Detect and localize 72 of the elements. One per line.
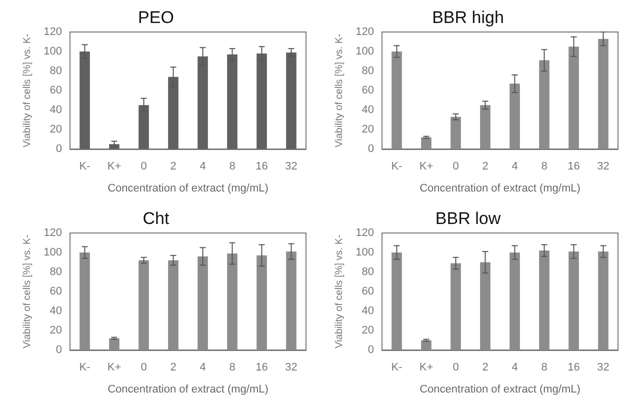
y-axis-title: Viability of cells [%] vs. K-: [22, 34, 34, 148]
x-tick-label: 32: [285, 160, 298, 172]
x-tick-label: 0: [452, 160, 459, 172]
x-tick-label: 32: [285, 362, 298, 374]
x-tick-label: 8: [541, 160, 548, 172]
x-tick-label: K-: [79, 160, 91, 172]
x-tick-label: 2: [170, 362, 176, 374]
x-tick-label: K+: [107, 160, 122, 172]
y-tick-label: 20: [50, 324, 62, 336]
x-tick-label: 0: [452, 362, 459, 374]
y-tick-label: 0: [368, 143, 374, 155]
x-tick-label: 16: [568, 362, 580, 374]
x-axis-title: Concentration of extract (mg/mL): [420, 384, 580, 396]
y-tick-label: 120: [356, 227, 374, 239]
y-axis-title: Viability of cells [%] vs. K-: [22, 234, 34, 348]
y-tick-label: 60: [362, 286, 374, 298]
x-tick-label: 4: [200, 362, 206, 374]
x-tick-label: 8: [229, 362, 236, 374]
x-tick-label: K-: [79, 362, 91, 374]
y-axis-title: Viability of cells [%] vs. K-: [334, 34, 346, 148]
chart-title: PEO: [138, 8, 174, 27]
x-tick-label: K-: [391, 362, 403, 374]
x-tick-label: 8: [541, 362, 548, 374]
y-tick-label: 100: [356, 46, 374, 58]
x-axis-title: Concentration of extract (mg/mL): [108, 182, 268, 194]
x-tick-label: 4: [512, 362, 518, 374]
y-tick-label: 20: [50, 124, 62, 136]
y-tick-label: 0: [56, 143, 62, 155]
chart-title: Cht: [142, 209, 170, 228]
x-tick-label: 16: [256, 362, 268, 374]
y-tick-label: 80: [362, 65, 374, 77]
y-tick-label: 120: [44, 26, 62, 38]
chart-title: BBR low: [435, 209, 502, 228]
x-axis-title: Concentration of extract (mg/mL): [108, 384, 268, 396]
x-tick-label: 32: [597, 362, 610, 374]
y-tick-label: 60: [50, 84, 62, 96]
y-axis-title: Viability of cells [%] vs. K-: [334, 234, 346, 348]
y-tick-label: 0: [56, 344, 62, 356]
y-tick-label: 100: [356, 246, 374, 258]
y-tick-label: 40: [362, 305, 374, 317]
y-tick-label: 0: [368, 344, 374, 356]
y-tick-label: 100: [44, 46, 62, 58]
chart-title: BBR high: [432, 8, 504, 27]
x-tick-label: 16: [256, 160, 268, 172]
x-tick-label: K+: [419, 160, 434, 172]
x-tick-label: 0: [140, 160, 147, 172]
x-tick-label: 8: [229, 160, 236, 172]
y-tick-label: 120: [44, 227, 62, 239]
x-tick-label: 2: [482, 160, 488, 172]
y-tick-label: 60: [50, 286, 62, 298]
y-tick-label: 20: [362, 324, 374, 336]
x-tick-label: 4: [200, 160, 206, 172]
x-tick-label: K+: [419, 362, 434, 374]
y-tick-label: 120: [356, 26, 374, 38]
x-tick-label: 2: [482, 362, 488, 374]
x-axis-title: Concentration of extract (mg/mL): [420, 182, 580, 194]
x-tick-label: 2: [170, 160, 176, 172]
x-tick-label: 0: [140, 362, 147, 374]
x-tick-label: K+: [107, 362, 122, 374]
y-tick-label: 80: [50, 65, 62, 77]
y-tick-label: 20: [362, 124, 374, 136]
y-tick-label: 60: [362, 84, 374, 96]
y-tick-label: 40: [362, 104, 374, 116]
x-tick-label: K-: [391, 160, 403, 172]
x-tick-label: 4: [512, 160, 518, 172]
y-tick-label: 40: [50, 104, 62, 116]
y-tick-label: 80: [362, 266, 374, 278]
x-tick-label: 16: [568, 160, 580, 172]
y-tick-label: 40: [50, 305, 62, 317]
y-tick-label: 80: [50, 266, 62, 278]
y-tick-label: 100: [44, 246, 62, 258]
x-tick-label: 32: [597, 160, 610, 172]
